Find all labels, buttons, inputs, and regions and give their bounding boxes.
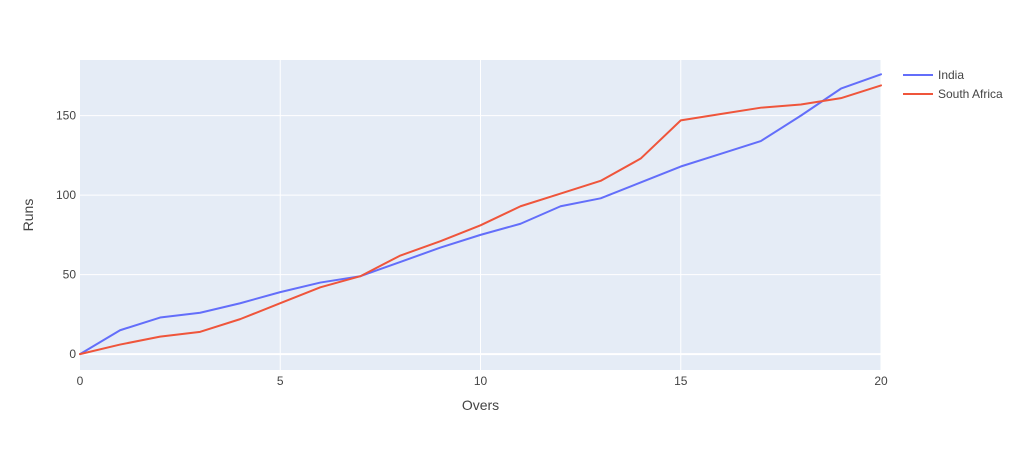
legend-item-india[interactable]: India bbox=[903, 68, 964, 82]
x-tick-label: 10 bbox=[474, 374, 488, 388]
x-tick-label: 15 bbox=[674, 374, 688, 388]
y-tick-label: 100 bbox=[56, 188, 76, 202]
x-axis-ticks: 0 5 10 15 20 bbox=[77, 374, 888, 388]
legend[interactable]: India South Africa bbox=[903, 68, 1003, 101]
series-line-india bbox=[79, 73, 882, 356]
grid-lines bbox=[80, 60, 882, 370]
y-tick-label: 0 bbox=[69, 347, 76, 361]
y-tick-label: 150 bbox=[56, 109, 76, 123]
legend-item-south-africa[interactable]: South Africa bbox=[903, 87, 1003, 101]
x-tick-label: 5 bbox=[277, 374, 284, 388]
y-tick-label: 50 bbox=[63, 268, 77, 282]
x-tick-label: 20 bbox=[874, 374, 888, 388]
y-axis-title: Runs bbox=[20, 199, 36, 232]
series-line-south-africa bbox=[79, 84, 882, 356]
x-tick-label: 0 bbox=[77, 374, 84, 388]
series-lines bbox=[79, 73, 882, 356]
y-axis-ticks: 0 50 100 150 bbox=[56, 109, 76, 361]
legend-label: India bbox=[938, 68, 964, 82]
legend-label: South Africa bbox=[938, 87, 1003, 101]
x-axis-title: Overs bbox=[462, 397, 499, 413]
